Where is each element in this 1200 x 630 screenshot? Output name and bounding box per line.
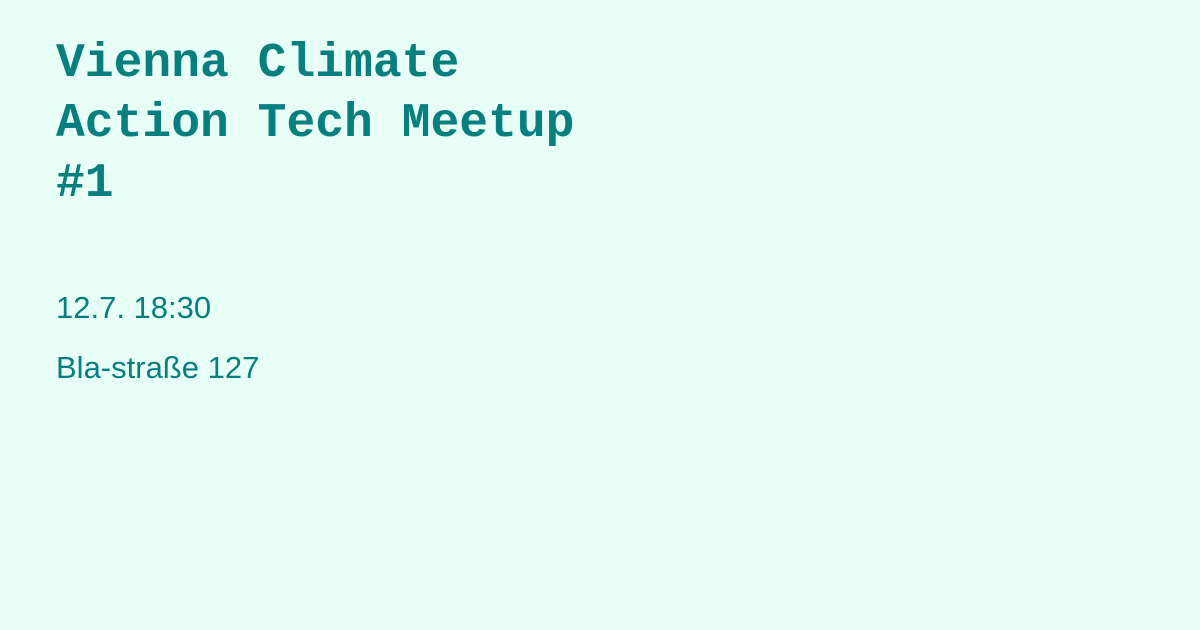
event-card: Vienna Climate Action Tech Meetup #1 12.… <box>56 34 1144 385</box>
event-date-time: 12.7. 18:30 <box>56 290 212 325</box>
event-address: Bla-straße 127 <box>56 350 260 385</box>
event-title: Vienna Climate Action Tech Meetup #1 <box>56 37 575 211</box>
